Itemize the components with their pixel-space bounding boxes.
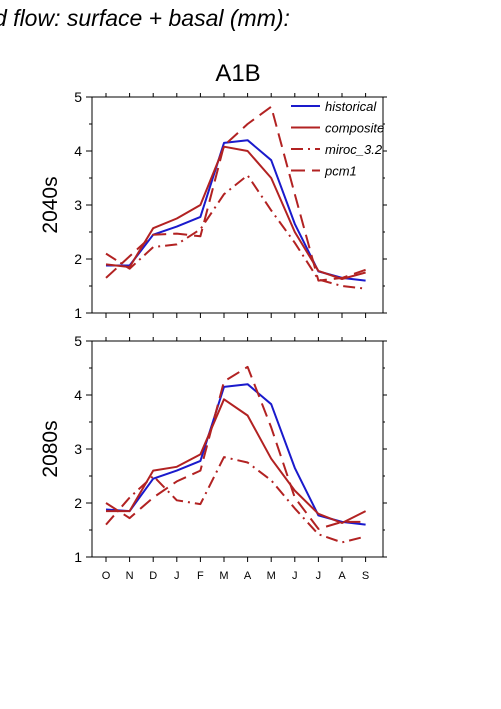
legend-label: composite xyxy=(325,121,384,136)
y-tick-label: 1 xyxy=(74,549,82,565)
x-tick-label: S xyxy=(362,570,369,582)
x-tick-label: N xyxy=(126,570,134,582)
y-tick-label: 3 xyxy=(74,441,82,457)
legend-label: miroc_3.2 xyxy=(325,142,383,157)
y-tick-label: 2 xyxy=(74,495,82,511)
series-line-miroc-3-2 xyxy=(105,456,366,544)
chart-panel-2080s: 1 2 3 4 5 O N D J F M A M J J A S 2080s xyxy=(39,333,387,582)
figure-header: d flow: surface + basal (mm): xyxy=(0,5,290,31)
series-line-pcm1 xyxy=(105,365,366,530)
x-tick-label: M xyxy=(219,570,228,582)
x-tick-label: F xyxy=(197,570,204,582)
series-line-composite xyxy=(105,145,366,280)
legend-label: pcm1 xyxy=(324,164,357,179)
chart-title: A1B xyxy=(215,60,260,87)
x-tick-label: A xyxy=(338,570,346,582)
y-tick-label: 2 xyxy=(74,251,82,267)
series-line-composite xyxy=(106,398,367,524)
panel-label: 2080s xyxy=(39,420,62,477)
legend-label: historical xyxy=(325,99,377,114)
x-tick-label: M xyxy=(267,570,276,582)
x-tick-label: D xyxy=(149,570,157,582)
y-tick-label: 4 xyxy=(74,387,82,403)
series-line-historical xyxy=(106,139,366,282)
y-tick-label: 5 xyxy=(74,333,82,349)
panel-label: 2040s xyxy=(39,176,62,233)
series-line-pcm1 xyxy=(105,105,366,282)
series-line-miroc-3-2 xyxy=(105,174,366,290)
y-tick-label: 5 xyxy=(74,89,82,105)
chart-legend: historical composite miroc_3.2 pcm1 xyxy=(291,99,384,179)
x-tick-label: A xyxy=(244,570,252,582)
series-line-historical xyxy=(105,383,366,526)
y-tick-label: 3 xyxy=(74,197,82,213)
y-tick-label: 4 xyxy=(74,143,82,159)
x-tick-label: J xyxy=(292,570,298,582)
chart-panels: 1 2 3 4 5 2040s historical composite miroc_3.2pc… xyxy=(39,89,387,582)
x-tick-label: O xyxy=(102,570,111,582)
chart-panel-2040s: 1 2 3 4 5 2040s historical composite miroc_3.2pc… xyxy=(39,89,387,321)
x-tick-label: J xyxy=(316,570,322,582)
y-tick-label: 1 xyxy=(74,305,82,321)
x-tick-label: J xyxy=(174,570,180,582)
